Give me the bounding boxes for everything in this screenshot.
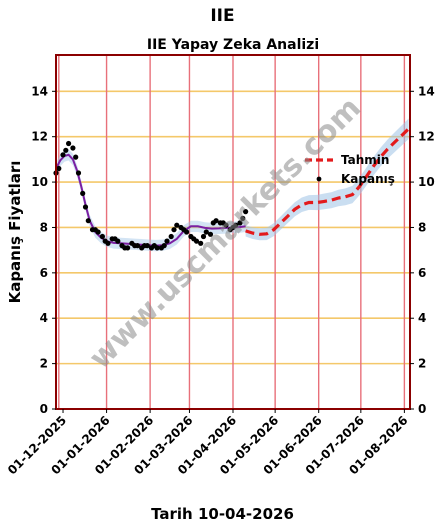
close-point [63, 147, 69, 153]
y-tick-label-left: 4 [40, 311, 48, 325]
close-point [154, 245, 160, 251]
close-point [105, 240, 111, 246]
y-tick-label-right: 14 [418, 84, 435, 98]
close-point [144, 243, 150, 249]
close-point [171, 227, 177, 233]
close-point [161, 243, 167, 249]
y-tick-label-right: 8 [418, 220, 426, 234]
close-point [60, 152, 66, 158]
figure-title: IIE [210, 6, 235, 26]
y-tick-label-left: 10 [31, 175, 48, 189]
close-point [70, 145, 76, 151]
date-label: Tarih 10-04-2026 [151, 505, 294, 523]
close-point [115, 238, 121, 244]
close-point [184, 229, 190, 235]
close-point [237, 220, 243, 226]
close-point [200, 233, 207, 240]
close-point [56, 165, 62, 172]
close-point [80, 190, 86, 196]
y-tick-label-left: 12 [31, 130, 48, 144]
y-tick-label-right: 4 [418, 311, 426, 325]
close-point [99, 233, 105, 240]
y-tick-label-right: 12 [418, 130, 435, 144]
close-point [203, 229, 209, 235]
close-point [223, 222, 229, 228]
prediction-line [245, 127, 410, 236]
y-tick-label-left: 8 [40, 220, 48, 234]
legend-swatch-close [316, 176, 322, 182]
close-point [82, 204, 89, 210]
close-point [207, 231, 214, 237]
y-tick-label-left: 14 [31, 84, 48, 98]
close-point [134, 243, 141, 249]
y-axis-label: Kapanış Fiyatları [6, 161, 24, 304]
close-point [193, 238, 200, 244]
legend-label-prediction: Tahmin [341, 153, 389, 167]
y-tick-label-right: 6 [418, 266, 426, 280]
close-point [75, 170, 82, 176]
legend-label-close: Kapanış [341, 172, 395, 186]
close-point [213, 218, 219, 224]
y-tick-label-left: 2 [40, 357, 48, 371]
y-tick-label-left: 6 [40, 266, 48, 280]
close-point [66, 140, 72, 147]
close-point [240, 215, 246, 221]
close-point [164, 238, 170, 244]
y-tick-label-right: 2 [418, 357, 426, 371]
close-point [174, 222, 180, 228]
y-tick-label-right: 10 [418, 175, 435, 189]
close-point [125, 245, 131, 251]
close-point [95, 229, 101, 235]
close-point [243, 209, 249, 215]
close-point [73, 154, 79, 160]
close-point [233, 222, 239, 228]
chart-title: IIE Yapay Zeka Analizi [147, 37, 319, 53]
y-tick-label-right: 0 [418, 402, 426, 416]
close-point [85, 218, 91, 224]
watermark: www.uscmarkets.com [83, 91, 368, 376]
prediction-band [245, 118, 409, 241]
close-point [168, 233, 174, 240]
y-tick-label-left: 0 [40, 402, 48, 416]
close-point [198, 240, 204, 246]
